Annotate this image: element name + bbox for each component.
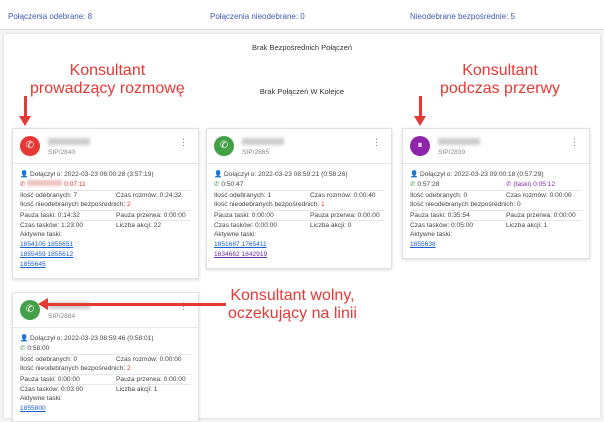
more-menu-icon[interactable]: ⋮: [372, 137, 381, 147]
task-link[interactable]: 1854105 1855651: [20, 241, 74, 248]
talk-time: Czas rozmów: 0:00:00: [116, 356, 182, 363]
task-time: Czas tasków: 1:23:00: [20, 222, 84, 229]
caller-redacted: [27, 180, 63, 186]
phone-icon: ✆: [214, 136, 234, 156]
call-time: 0:58:00: [27, 345, 50, 352]
phone-in-talk-icon: ✆: [20, 136, 40, 156]
user-joined-icon: 👤: [410, 171, 421, 178]
pause-task: Pauza taski: 0:00:00: [20, 376, 80, 383]
missed-count: 2: [127, 365, 131, 372]
phone-icon: ✆: [20, 300, 40, 320]
call-time: 0:57:28: [417, 181, 440, 188]
pause-break: Pauza przerwa: 0:00:00: [506, 212, 576, 219]
active-tasks-label: Aktywne taski:: [20, 231, 63, 238]
pause-break: Pauza przerwa: 0:00:00: [116, 376, 186, 383]
stat-missed-direct: Nieodebrane bezpośrednie: 5: [410, 12, 515, 21]
no-direct-calls: Brak Bezpośrednich Połączeń: [251, 43, 353, 52]
actions-count: Liczba akcji: 1: [506, 222, 548, 229]
agent-card: ✆ SIP/2884 ⋮ 👤 Dołączył o: 2022-03-23 08…: [12, 292, 199, 422]
user-joined-icon: 👤: [20, 171, 31, 178]
annotation-talking: Konsultant prowadzący rozmowę: [30, 62, 185, 97]
active-tasks-label: Aktywne taski:: [214, 231, 257, 238]
talk-time: Czas rozmów: 0:00:00: [506, 192, 572, 199]
joined-at: Dołączył o: 2022-03-23 08:59:46 (0:58:01…: [30, 335, 154, 342]
agent-name-redacted: [438, 138, 480, 145]
no-queue-calls: Brak Połączeń W Kolejce: [259, 87, 345, 96]
missed-count: 2: [127, 201, 131, 208]
task-time: Czas tasków: 0:00:00: [214, 222, 278, 229]
call-icon: ✆: [410, 181, 418, 188]
more-menu-icon[interactable]: ⋮: [570, 137, 579, 147]
annotation-free: Konsultant wolny, oczekujący na linii: [228, 287, 357, 322]
talk-time: Czas rozmów: 0:00:40: [310, 192, 376, 199]
task-link[interactable]: 1855638: [410, 241, 436, 248]
more-menu-icon[interactable]: ⋮: [179, 137, 188, 147]
arrow-icon: [414, 96, 426, 126]
call-icon: ✆: [214, 181, 222, 188]
task-link[interactable]: 1855645: [20, 261, 46, 268]
task-link[interactable]: 1851687 1765411: [214, 241, 267, 248]
actions-count: Liczba akcji: 0: [310, 222, 352, 229]
missed-label: Ilość nieodebranych bezpośrednich:: [214, 201, 320, 208]
stats-bar: Połączenia odebrane: 8 Połączenia nieode…: [0, 0, 604, 30]
call-icon: ✆: [20, 345, 28, 352]
active-tasks-label: Aktywne taski:: [410, 231, 453, 238]
joined-at: Dołączył o: 2022-03-23 06:00:28 (3:57:19…: [30, 171, 154, 178]
missed-count: 0: [517, 201, 521, 208]
call-icon: ✆: [20, 181, 28, 188]
received-count: Ilość odebranych: 7: [20, 192, 78, 199]
received-count: Ilość odebranych: 0: [410, 192, 468, 199]
pause-task: Pauza taski: 0:35:54: [410, 212, 470, 219]
missed-label: Ilość nieodebranych bezpośrednich:: [410, 201, 516, 208]
stat-missed: Połączenia nieodebrane: 0: [210, 12, 305, 21]
agent-sip: SIP/2884: [48, 313, 76, 320]
talk-time: Czas rozmów: 0:24:32: [116, 192, 182, 199]
actions-count: Liczba akcji: 22: [116, 222, 162, 229]
agent-sip: SIP/2839: [438, 149, 466, 156]
call-time: 0:50:47: [221, 181, 244, 188]
call-time: 0:07:11: [64, 181, 86, 188]
task-time: Czas tasków: 0:03:00: [20, 386, 84, 393]
received-count: Ilość odebranych: 0: [20, 356, 78, 363]
arrow-icon: [19, 96, 31, 126]
pause-task: Pauza taski: 0:00:00: [214, 212, 274, 219]
actions-count: Liczba akcji: 1: [116, 386, 158, 393]
agent-sip: SIP/2840: [48, 149, 76, 156]
pause-icon: ✆: [506, 181, 514, 188]
agent-name-redacted: [242, 138, 284, 145]
user-joined-icon: 👤: [214, 171, 225, 178]
phone-paused-icon: ⏸: [410, 136, 430, 156]
agent-sip: SIP/2865: [242, 149, 270, 156]
task-time: Czas tasków: 0:05:00: [410, 222, 474, 229]
task-link[interactable]: 1855800: [20, 405, 46, 412]
missed-label: Ilość nieodebranych bezpośrednich:: [20, 365, 126, 372]
task-link[interactable]: 1855459 1855612: [20, 251, 74, 258]
joined-at: Dołączył o: 2022-03-23 09:00:18 (0:57:29…: [420, 171, 544, 178]
joined-at: Dołączył o: 2022-03-23 08:59:21 (0:58:26…: [224, 171, 348, 178]
stat-received: Połączenia odebrane: 8: [8, 12, 93, 21]
active-tasks-label: Aktywne taski:: [20, 395, 63, 402]
arrow-icon: [38, 298, 226, 310]
annotation-break: Konsultant podczas przerwy: [440, 62, 561, 97]
agent-card: ✆ SIP/2840 ⋮ 👤 Dołączył o: 2022-03-23 06…: [12, 128, 199, 279]
agent-name-redacted: [48, 138, 90, 145]
received-count: Ilość odebranych: 1: [214, 192, 272, 199]
missed-label: Ilość nieodebranych bezpośrednich:: [20, 201, 126, 208]
task-link[interactable]: 1834662 1842919: [214, 251, 268, 258]
pause-task: Pauza taski: 0:14:32: [20, 212, 80, 219]
pause-break: Pauza przerwa: 0:00:00: [116, 212, 186, 219]
user-joined-icon: 👤: [20, 335, 31, 342]
missed-count: 1: [321, 201, 325, 208]
agent-card: ✆ SIP/2865 ⋮ 👤 Dołączył o: 2022-03-23 08…: [206, 128, 392, 269]
pause-info: (taski) 0:05:12: [513, 181, 556, 188]
more-menu-icon[interactable]: ⋮: [179, 301, 188, 311]
pause-break: Pauza przerwa: 0:00:00: [310, 212, 380, 219]
agent-card: ⏸ SIP/2839 ⋮ 👤 Dołączył o: 2022-03-23 09…: [402, 128, 590, 259]
